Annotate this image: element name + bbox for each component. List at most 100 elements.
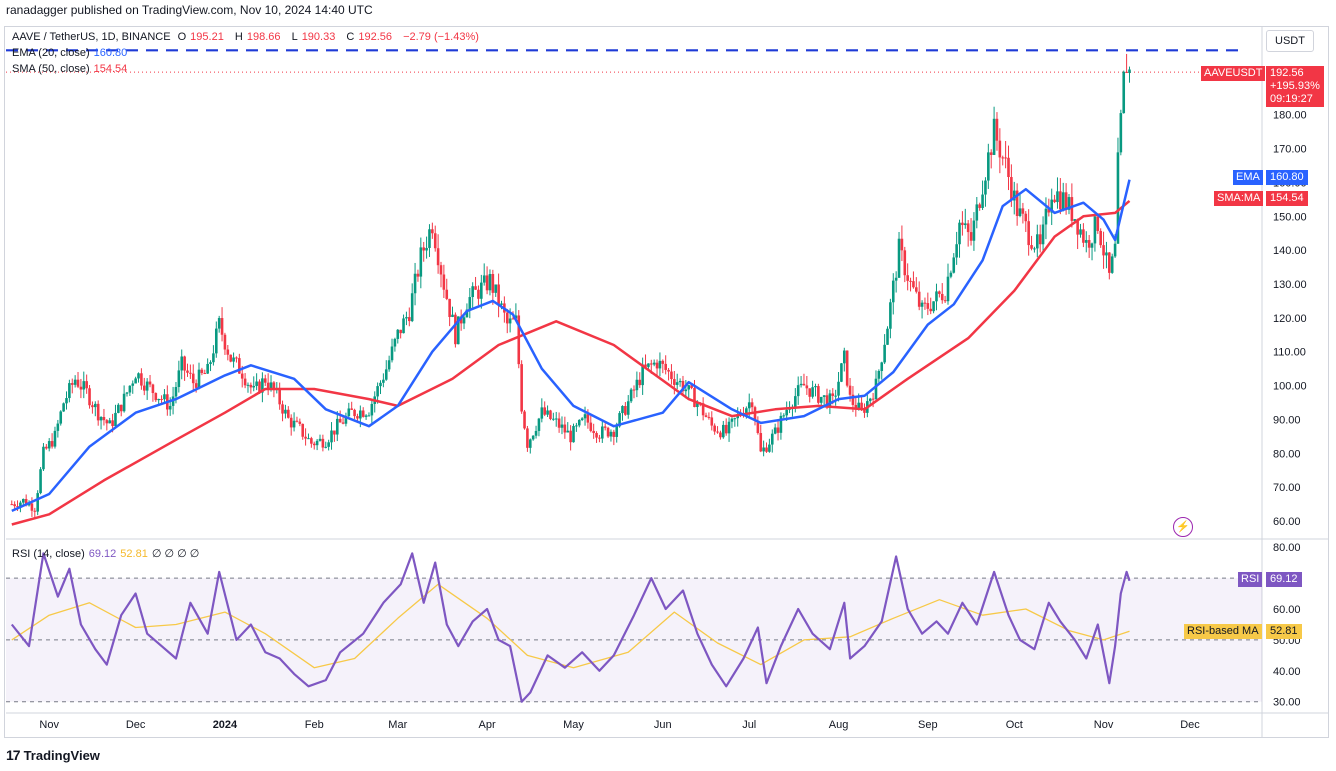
candle-body [16,506,19,508]
candle-body [1116,152,1120,244]
candle-body [399,329,402,334]
candle-body [307,438,310,440]
time-tick-label: Apr [479,719,496,731]
candle-body [10,504,14,506]
candle-body [47,441,51,449]
candle-body [1093,216,1097,244]
candle-body [1079,229,1082,235]
candle-body [246,384,250,386]
candle-body [819,396,823,403]
candle-body [1012,190,1016,201]
sma-legend[interactable]: SMA (50, close) 154.54 [12,63,131,75]
candle-body [451,314,454,317]
candle-body [462,317,466,324]
candle-body [756,421,760,434]
symbol-title[interactable]: AAVE / TetherUS, 1D, BINANCE [12,31,171,43]
candle-body [456,316,460,345]
candle-body [834,395,837,397]
candle-body [65,398,68,404]
candle-body [609,431,613,437]
candle-body [393,338,397,347]
lightning-icon[interactable]: ⚡ [1173,517,1193,537]
candle-body [252,385,256,388]
price-tick-label: 170.00 [1273,144,1307,156]
candle-body [1021,208,1025,214]
candle-body [174,387,178,397]
high-value: 198.66 [246,31,281,43]
candle-body [572,425,575,443]
candle-body [580,418,584,420]
candle-body [56,423,60,431]
candle-body [589,422,593,431]
candle-body [491,274,495,293]
candle-body [577,419,581,426]
ema-legend[interactable]: EMA (20, close) 160.80 [12,47,131,59]
candle-body [915,287,918,292]
candle-body [448,298,451,317]
candle-body [62,403,65,412]
candle-body [952,257,956,273]
candle-body [537,418,541,431]
candle-body [477,289,480,299]
candle-body [543,407,546,415]
candle-body [603,426,607,428]
last-price-box: 192.56 +195.93% 09:19:27 [1266,66,1324,107]
candle-body [583,414,587,419]
low-value: 190.33 [301,31,336,43]
candle-body [987,152,990,181]
candle-body [59,411,63,424]
candle-body [863,408,866,413]
candle-body [1007,157,1010,178]
candle-body [612,431,616,437]
candle-body [1056,191,1059,203]
candle-body [531,435,535,440]
candle-body [837,381,840,396]
candle-body [73,379,77,385]
candle-body [359,410,362,419]
candle-body [108,420,112,424]
candle-body [753,407,757,422]
rsi-legend[interactable]: RSI (14, close) 69.12 52.81 ∅ ∅ ∅ ∅ [12,547,203,560]
candle-body [353,409,356,417]
candle-body [511,318,515,320]
candle-body [929,308,933,312]
candle-body [978,204,981,208]
candle-body [235,357,238,359]
candle-body [955,244,958,258]
candle-body [442,274,446,290]
candle-body [387,360,391,370]
candle-body [808,388,812,397]
candle-body [1047,208,1051,213]
candle-body [1099,230,1102,246]
time-tick-label: Nov [39,719,59,731]
candle-body [586,414,590,423]
candle-body [281,404,284,414]
candle-body [119,404,123,412]
candle-body [140,373,143,386]
candle-body [145,381,149,391]
candle-body [114,412,117,427]
candle-body [134,378,137,384]
candle-body [704,415,708,417]
candle-body [312,443,316,446]
candle-body [304,436,307,439]
candle-body [681,380,685,392]
candle-body [860,402,863,409]
candle-body [238,358,241,374]
candle-body [482,275,486,283]
ema-tag: EMA [1233,170,1263,185]
candle-body [868,398,872,402]
candle-body [13,504,16,507]
candle-body [687,385,691,390]
candle-body [1084,240,1088,243]
candle-body [186,370,189,373]
tradingview-logo[interactable]: 17 TradingView [6,747,100,763]
candle-body [523,411,526,429]
candle-body [528,439,532,448]
candle-body [79,386,83,390]
candle-body [240,373,244,379]
candle-body [1108,252,1111,273]
time-tick-label: Aug [829,719,849,731]
currency-button[interactable]: USDT [1266,30,1314,52]
